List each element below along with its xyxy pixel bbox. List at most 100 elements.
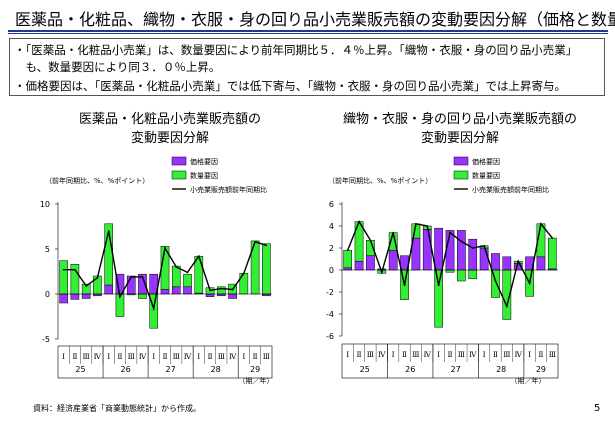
chart-2-total-point	[551, 237, 554, 239]
chart-1-category-axis-box	[57, 345, 273, 379]
chart-2-bar-price	[468, 238, 478, 271]
chart-2-bar-price	[445, 230, 455, 271]
chart-2-quarter-label: Ⅱ	[447, 350, 452, 359]
chart-2-legend-swatch-price	[453, 156, 469, 166]
chart-1-quarter-label: Ⅱ	[72, 352, 77, 361]
chart-1-title-line-2: 変動要因分解	[130, 131, 209, 146]
chart-2-bar-quantity	[457, 269, 466, 282]
chart-1-quarter-label: Ⅰ	[197, 352, 200, 361]
chart-2-quarter-label: Ⅱ	[356, 350, 361, 359]
chart-1-quarter-label: Ⅲ	[263, 352, 270, 361]
chart-2-total-point	[358, 220, 360, 223]
chart-2-year-label: 28	[496, 365, 506, 374]
chart-1-total-point	[85, 285, 87, 287]
chart-1-total-point	[119, 295, 121, 298]
chart-2-title: 織物・衣服・身の回り品小売業販売額の 変動要因分解	[330, 108, 590, 146]
chart-1-title-line-1: 医薬品・化粧品小売業販売額の	[78, 112, 261, 127]
chart-1-quarter-label: Ⅳ	[94, 352, 102, 361]
chart-1-year-label: 29	[250, 365, 260, 374]
chart-1-bar-price	[228, 293, 237, 299]
chart-1-bar-quantity	[138, 293, 147, 299]
chart-2-bar-price	[457, 230, 466, 271]
chart-1-quarter-label: Ⅰ	[62, 352, 65, 361]
title-rule-top	[8, 30, 608, 32]
chart-1-bar-price	[70, 293, 80, 300]
chart-1-bar-price	[81, 293, 91, 299]
chart-1-bar-price	[126, 275, 136, 295]
chart-2-bar-price	[343, 267, 353, 271]
chart-1-quarter-label: Ⅳ	[229, 352, 237, 361]
chart-2-quarter-label: Ⅲ	[412, 350, 419, 359]
chart-2-quarter-label: Ⅲ	[458, 350, 465, 359]
chart-2-bar-price	[388, 249, 398, 271]
chart-1-year-label: 27	[166, 365, 176, 374]
chart-2-year-label: 26	[405, 365, 415, 374]
chart-2-legend-swatch-quantity	[453, 170, 469, 180]
chart-1-bar-quantity	[194, 255, 204, 294]
chart-2-total-point	[415, 223, 417, 225]
chart-2-total-point	[369, 239, 372, 242]
chart-2-y-tick-label: 6	[329, 200, 334, 209]
chart-2-total-point	[528, 282, 531, 285]
chart-1-bar-price	[183, 286, 192, 295]
chart-2-quarter-label: Ⅰ	[528, 350, 531, 359]
chart-1-total-point	[96, 277, 99, 279]
chart-2-unit-note: （前年同期比、%、%ポイント）	[328, 177, 433, 185]
chart-2-bar-price	[491, 253, 500, 271]
chart-1-legend-label-quantity: 数量要因	[190, 171, 218, 180]
chart-1-year-label: 28	[211, 365, 221, 374]
chart-1-total-point	[175, 266, 178, 268]
chart-1-bar-quantity	[183, 273, 192, 288]
chart-1-bar-price	[104, 284, 113, 295]
chart-2-y-tick-label: 0	[329, 266, 334, 275]
chart-1-quarter-label: Ⅲ	[173, 352, 180, 361]
page-number: 5	[594, 403, 601, 414]
chart-1-quarter-label: Ⅲ	[83, 352, 90, 361]
chart-1-year-label: 26	[120, 365, 130, 374]
chart-2-y-tick-label: 2	[329, 244, 334, 253]
chart-2-quarter-label: Ⅲ	[367, 350, 374, 359]
chart-2-total-point	[506, 305, 508, 308]
chart-2-quarter-label: Ⅱ	[493, 350, 498, 359]
chart-2-total-point	[426, 225, 429, 227]
chart-1-total-point	[231, 288, 234, 291]
chart-2-bar-price	[366, 255, 375, 271]
chart-2-total-point	[494, 280, 497, 282]
chart-2-legend-label-price: 価格要因	[472, 157, 500, 166]
chart-2-bar-price	[479, 247, 489, 271]
chart-1-total-point	[164, 247, 166, 249]
chart-2-quarter-label: Ⅰ	[483, 350, 486, 359]
chart-1-total-point	[141, 276, 144, 278]
chart-1-total-point	[197, 255, 200, 257]
chart-1-bar-price	[59, 293, 68, 304]
chart-2-legend-label-quantity: 数量要因	[472, 171, 500, 180]
chart-1-quarter-label: Ⅲ	[218, 352, 225, 361]
chart-2-quarter-label: Ⅲ	[549, 350, 556, 359]
chart-2-total-point	[517, 260, 520, 263]
chart-1-total-point	[186, 271, 189, 274]
chart-2-quarter-label: Ⅳ	[424, 350, 432, 359]
chart-2-bar-quantity	[343, 249, 353, 269]
chart-2-bar-quantity	[468, 269, 478, 280]
chart-2-quarter-label: Ⅳ	[469, 350, 477, 359]
chart-2-bar-quantity	[434, 269, 443, 328]
chart-2-category-axis-box	[341, 343, 559, 379]
chart-2-quarter-label: Ⅰ	[346, 350, 349, 359]
chart-2-quarter-label: Ⅱ	[402, 350, 407, 359]
chart-1-y-tick-label: 10	[40, 200, 50, 209]
chart-1-year-label: 25	[75, 365, 85, 374]
chart-2-y-tick-label: -4	[326, 310, 334, 319]
chart-1-title: 医薬品・化粧品小売業販売額の 変動要因分解	[50, 108, 290, 146]
chart-1-unit-note: （前年同期比、%、%ポイント）	[45, 177, 150, 185]
chart-2-year-label: 25	[360, 365, 370, 374]
chart-1-quarter-label: Ⅰ	[107, 352, 110, 361]
chart-2-total-point	[437, 284, 440, 287]
summary-bullet-2: ・価格要因は、「医薬品・化粧品小売業」では低下寄与、「織物・衣服・身の回り品小売…	[14, 79, 566, 93]
chart-2-total-point	[483, 245, 485, 247]
chart-2-total-point	[540, 223, 542, 225]
chart-1-y-tick-label: 5	[45, 245, 50, 254]
title-rule-bottom	[8, 33, 608, 34]
summary-bullet-1-cont: も、数量要因により同３．０％上昇。	[14, 60, 221, 74]
chart-1-total-point	[62, 268, 65, 271]
